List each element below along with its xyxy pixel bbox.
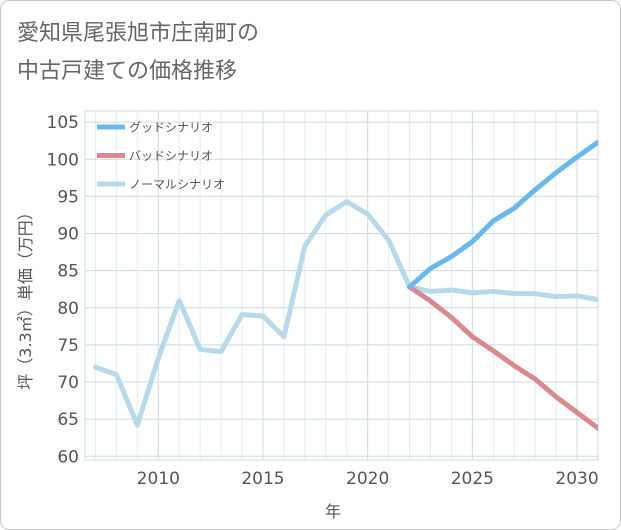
y-tick-label: 75	[57, 336, 79, 356]
y-tick-label: 95	[57, 187, 79, 207]
chart-grid	[84, 110, 599, 461]
plot-frame	[84, 110, 599, 461]
x-axis-ticks: 2010 2015 2020 2025 2030	[137, 469, 599, 489]
legend-label-bad: バッドシナリオ	[129, 149, 213, 163]
x-tick-label: 2025	[451, 469, 494, 489]
y-tick-label: 85	[57, 262, 79, 282]
series-line-normal	[92, 199, 598, 428]
legend-label-normal: ノーマルシナリオ	[129, 178, 225, 192]
series-line-good	[407, 139, 598, 290]
y-tick-label: 70	[57, 373, 79, 393]
y-axis-ticks: 60 65 70 75 80 85 90 95 100 105	[47, 113, 79, 467]
y-tick-label: 80	[57, 299, 79, 319]
chart-title-line-1: 愛知県尾張旭市庄南町の	[17, 21, 260, 46]
y-tick-label: 90	[57, 225, 79, 245]
y-tick-label: 65	[57, 410, 79, 430]
x-tick-label: 2020	[346, 469, 389, 489]
chart-series	[92, 139, 598, 431]
y-tick-label: 60	[57, 447, 79, 467]
y-tick-label: 100	[47, 150, 79, 170]
x-tick-label: 2015	[241, 469, 284, 489]
x-tick-label: 2010	[137, 469, 180, 489]
chart-title-line-2: 中古戸建ての価格推移	[17, 59, 238, 84]
series-line-bad	[407, 284, 598, 431]
x-tick-label: 2030	[555, 469, 598, 489]
legend-label-good: グッドシナリオ	[129, 121, 213, 135]
y-axis-title: 坪（3.3㎡）単価（万円）	[16, 204, 35, 389]
y-tick-label: 105	[47, 113, 79, 133]
x-axis-title: 年	[325, 502, 341, 521]
